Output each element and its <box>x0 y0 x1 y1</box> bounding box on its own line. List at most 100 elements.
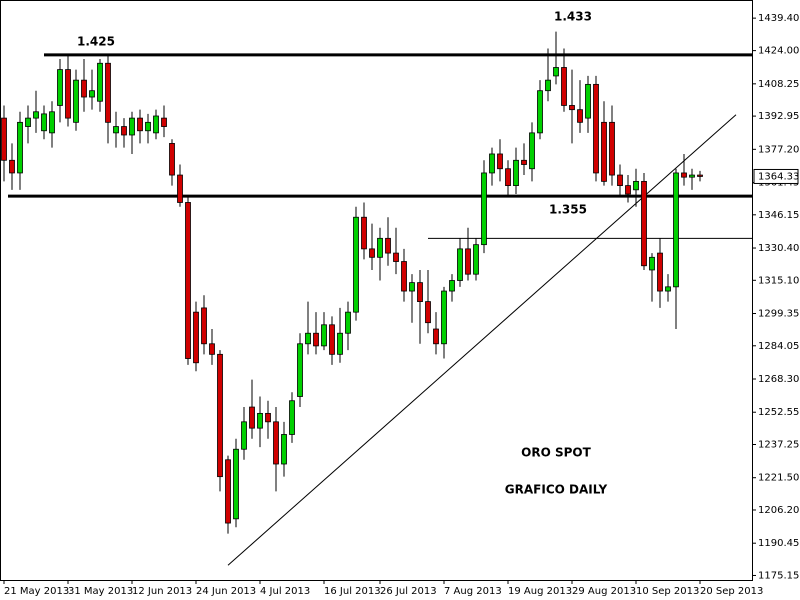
annotation: 1.355 <box>549 203 587 217</box>
candle-body <box>57 69 63 106</box>
candle-body <box>409 282 415 292</box>
candle-body <box>9 159 15 174</box>
candle-body <box>681 172 687 178</box>
candle-body <box>561 67 567 106</box>
candle-body <box>281 434 287 465</box>
candle-body <box>41 113 47 132</box>
candle-body <box>169 143 175 176</box>
candle-body <box>137 117 143 132</box>
candle-body <box>185 202 191 359</box>
x-tick-label: 21 May 2013 <box>4 586 69 597</box>
candle-body <box>385 237 391 254</box>
y-tick-label: 1392.95 <box>758 111 799 122</box>
y-tick-label: 1190.45 <box>758 538 799 549</box>
candle-body <box>433 328 439 345</box>
candle-body <box>521 159 527 165</box>
candle-body <box>353 216 359 313</box>
candle-body <box>649 256 655 271</box>
candle-body <box>153 115 159 134</box>
candle-body <box>673 172 679 288</box>
annotation: 1.433 <box>554 10 592 24</box>
candle-body <box>625 185 631 195</box>
candle-body <box>345 311 351 334</box>
candle-body <box>697 174 703 177</box>
candle-body <box>513 159 519 187</box>
candle-body <box>441 290 447 345</box>
last-price-label: 1364.33 <box>758 171 799 182</box>
candle-body <box>457 248 463 281</box>
candle-body <box>297 343 303 397</box>
candle-body <box>145 121 151 132</box>
candle-body <box>393 252 399 262</box>
candle-body <box>449 280 455 292</box>
candle-body <box>89 90 95 98</box>
candle-body <box>73 79 79 123</box>
candle-body <box>489 153 495 174</box>
candle-body <box>657 252 663 292</box>
candle-body <box>425 301 431 324</box>
y-tick-label: 1408.25 <box>758 79 799 90</box>
x-tick-label: 24 Jun 2013 <box>196 586 256 597</box>
x-tick-label: 7 Aug 2013 <box>444 586 502 597</box>
candle-body <box>481 172 487 246</box>
candle-body <box>497 153 503 170</box>
candle-body <box>305 332 311 345</box>
trendline <box>227 114 737 566</box>
candle-body <box>473 244 479 275</box>
y-tick-label: 1221.50 <box>758 473 799 484</box>
last-price-box <box>753 168 799 184</box>
candle-body <box>641 180 647 267</box>
y-tick-label: 1252.55 <box>758 407 799 418</box>
candle-body <box>233 448 239 520</box>
candle-body <box>121 126 127 136</box>
y-tick-label: 1330.40 <box>758 243 799 254</box>
x-tick-label: 26 Jul 2013 <box>380 586 437 597</box>
candle-body <box>505 168 511 187</box>
y-tick-label: 1237.25 <box>758 439 799 450</box>
x-tick-label: 10 Sep 2013 <box>636 586 699 597</box>
y-tick-label: 1315.10 <box>758 275 799 286</box>
y-tick-label: 1346.15 <box>758 210 799 221</box>
candle-body <box>201 307 207 345</box>
candle-body <box>225 459 231 524</box>
candle-body <box>361 216 367 250</box>
candle-body <box>49 111 55 134</box>
x-tick-label: 29 Aug 2013 <box>572 586 636 597</box>
candle-body <box>321 324 327 347</box>
candle-body <box>65 69 71 119</box>
candle-body <box>273 421 279 465</box>
candle-body <box>593 83 599 174</box>
candle-body <box>177 174 183 203</box>
annotation: ORO SPOT <box>521 446 591 460</box>
plot-frame <box>0 0 753 581</box>
candle-body <box>369 248 375 258</box>
candle-body <box>17 121 23 174</box>
candle-body <box>633 180 639 191</box>
x-tick-label: 16 Jul 2013 <box>324 586 381 597</box>
y-tick-label: 1284.05 <box>758 341 799 352</box>
candle-body <box>401 261 407 292</box>
candle-body <box>81 79 87 98</box>
candle-body <box>265 412 271 423</box>
candle-body <box>601 121 607 182</box>
candle-body <box>617 174 623 187</box>
x-tick-label: 19 Aug 2013 <box>508 586 572 597</box>
candle-body <box>1 117 7 161</box>
candle-body <box>585 83 591 119</box>
candle-body <box>329 324 335 355</box>
candle-body <box>249 406 255 429</box>
candle-body <box>289 400 295 435</box>
candle-body <box>257 412 263 429</box>
candle-body <box>553 67 559 77</box>
candle-body <box>537 90 543 134</box>
candle-body <box>33 111 39 119</box>
candle-body <box>377 237 383 258</box>
annotation: 1.425 <box>77 35 115 49</box>
candle-body <box>25 117 31 127</box>
candle-body <box>689 174 695 178</box>
candle-body <box>569 105 575 111</box>
x-tick-label: 4 Jul 2013 <box>260 586 310 597</box>
candle-body <box>209 343 215 355</box>
